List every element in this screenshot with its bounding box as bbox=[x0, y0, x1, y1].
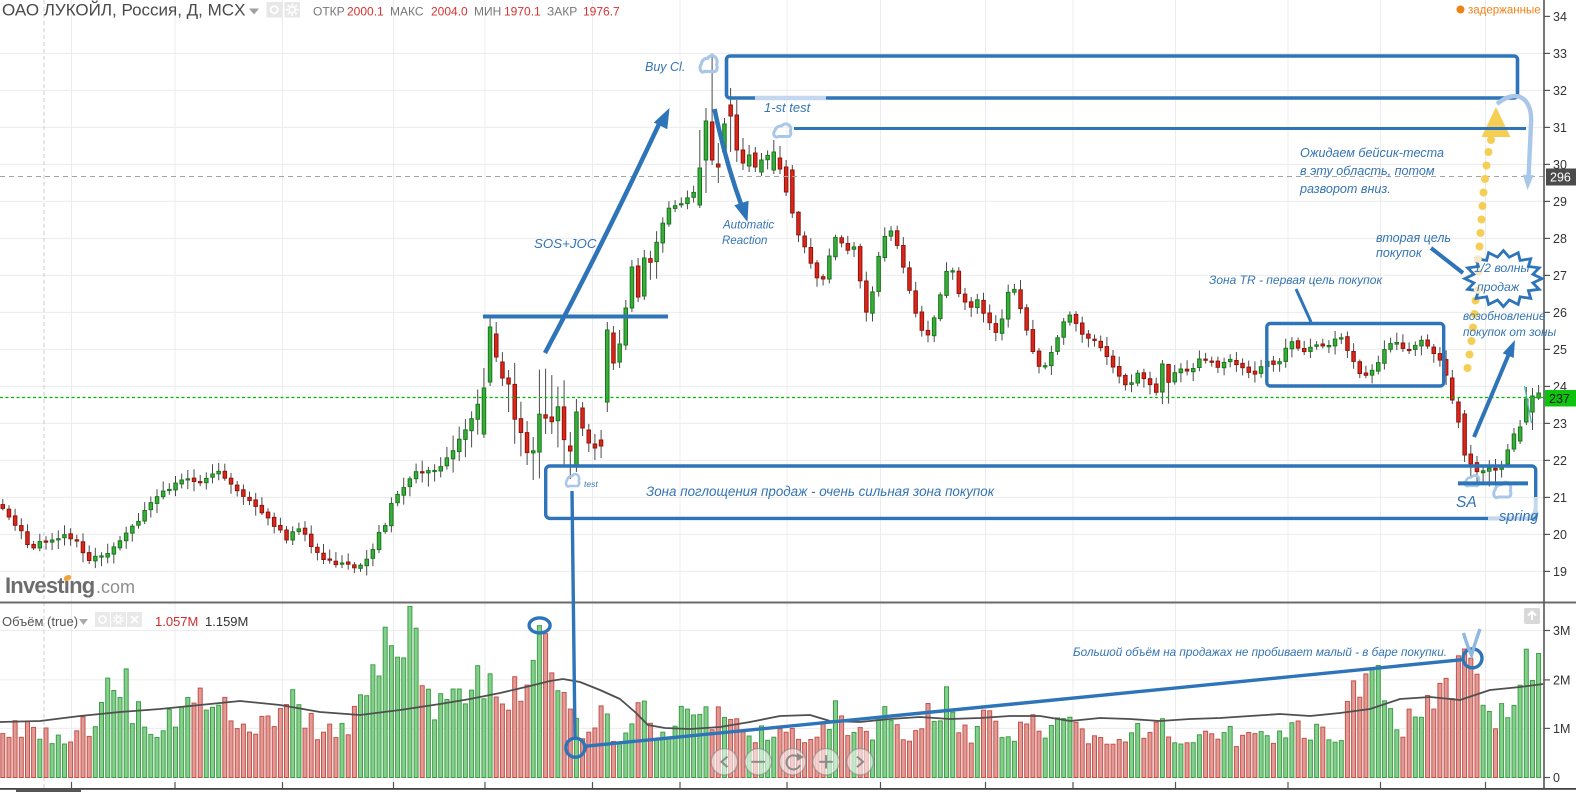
svg-text:Ожидаем бейсик-теста: Ожидаем бейсик-теста bbox=[1300, 146, 1444, 160]
svg-text:1/2 волны: 1/2 волны bbox=[1474, 261, 1530, 275]
svg-text:296: 296 bbox=[1550, 171, 1571, 185]
svg-text:Зона поглощения продаж - очень: Зона поглощения продаж - очень сильная з… bbox=[646, 484, 995, 499]
svg-text:возобновление: возобновление bbox=[1463, 309, 1546, 323]
svg-text:Automatic: Automatic bbox=[722, 220, 774, 232]
svg-text:3M: 3M bbox=[1553, 624, 1570, 638]
svg-text:21: 21 bbox=[1553, 491, 1567, 505]
svg-text:продаж: продаж bbox=[1477, 280, 1520, 294]
svg-text:237: 237 bbox=[1549, 392, 1570, 406]
svg-text:МИН: МИН bbox=[474, 5, 501, 19]
svg-text:1-st test: 1-st test bbox=[764, 100, 812, 115]
svg-text:31: 31 bbox=[1553, 121, 1567, 135]
svg-text:покупок от зоны: покупок от зоны bbox=[1463, 325, 1556, 339]
svg-text:ЗАКР: ЗАКР bbox=[547, 5, 577, 19]
svg-text:1976.7: 1976.7 bbox=[583, 5, 620, 19]
svg-text:2000.1: 2000.1 bbox=[347, 5, 384, 19]
svg-text:1970.1: 1970.1 bbox=[504, 5, 541, 19]
svg-text:Reaction: Reaction bbox=[722, 235, 767, 247]
svg-text:2004.0: 2004.0 bbox=[431, 5, 468, 19]
svg-text:28: 28 bbox=[1553, 232, 1567, 246]
svg-text:вторая цель: вторая цель bbox=[1376, 231, 1451, 245]
svg-text:34: 34 bbox=[1553, 10, 1567, 24]
svg-text:задержанные: задержанные bbox=[1468, 5, 1541, 17]
svg-text:Investing: Investing bbox=[5, 573, 94, 598]
svg-text:0: 0 bbox=[1553, 771, 1560, 785]
svg-text:30: 30 bbox=[1553, 158, 1567, 172]
svg-text:1M: 1M bbox=[1553, 722, 1570, 736]
svg-text:разворот вниз.: разворот вниз. bbox=[1299, 182, 1391, 196]
svg-text:SA: SA bbox=[1456, 494, 1477, 511]
svg-text:23: 23 bbox=[1553, 417, 1567, 431]
svg-text:25: 25 bbox=[1553, 343, 1567, 357]
svg-text:19: 19 bbox=[1553, 565, 1567, 579]
svg-text:ОАО ЛУКОЙЛ, Россия, Д, MCX: ОАО ЛУКОЙЛ, Россия, Д, MCX bbox=[2, 1, 245, 20]
svg-text:26: 26 bbox=[1553, 306, 1567, 320]
svg-text:Большой объём на продажах не п: Большой объём на продажах не пробивает м… bbox=[1073, 646, 1447, 659]
svg-text:1.159M: 1.159M bbox=[205, 614, 248, 629]
svg-text:МАКС: МАКС bbox=[390, 5, 424, 19]
svg-text:27: 27 bbox=[1553, 269, 1567, 283]
svg-text:покупок: покупок bbox=[1376, 246, 1423, 260]
svg-text:2M: 2M bbox=[1553, 673, 1570, 687]
svg-text:32: 32 bbox=[1553, 84, 1567, 98]
svg-text:в эту область, потом: в эту область, потом bbox=[1300, 164, 1435, 178]
svg-text:29: 29 bbox=[1553, 195, 1567, 209]
svg-text:20: 20 bbox=[1553, 528, 1567, 542]
svg-text:ОТКР: ОТКР bbox=[313, 5, 345, 19]
svg-text:Buy Cl.: Buy Cl. bbox=[645, 60, 685, 74]
svg-text:33: 33 bbox=[1553, 47, 1567, 61]
svg-text:Объём (true): Объём (true) bbox=[2, 614, 78, 629]
svg-text:22: 22 bbox=[1553, 454, 1567, 468]
svg-text:SOS+JOC: SOS+JOC bbox=[534, 236, 597, 251]
svg-text:1.057M: 1.057M bbox=[155, 614, 198, 629]
svg-text:.com: .com bbox=[96, 577, 135, 597]
svg-text:Зона TR - первая цель покупок: Зона TR - первая цель покупок bbox=[1209, 273, 1383, 287]
svg-text:test: test bbox=[584, 479, 598, 489]
svg-text:spring: spring bbox=[1499, 509, 1539, 525]
